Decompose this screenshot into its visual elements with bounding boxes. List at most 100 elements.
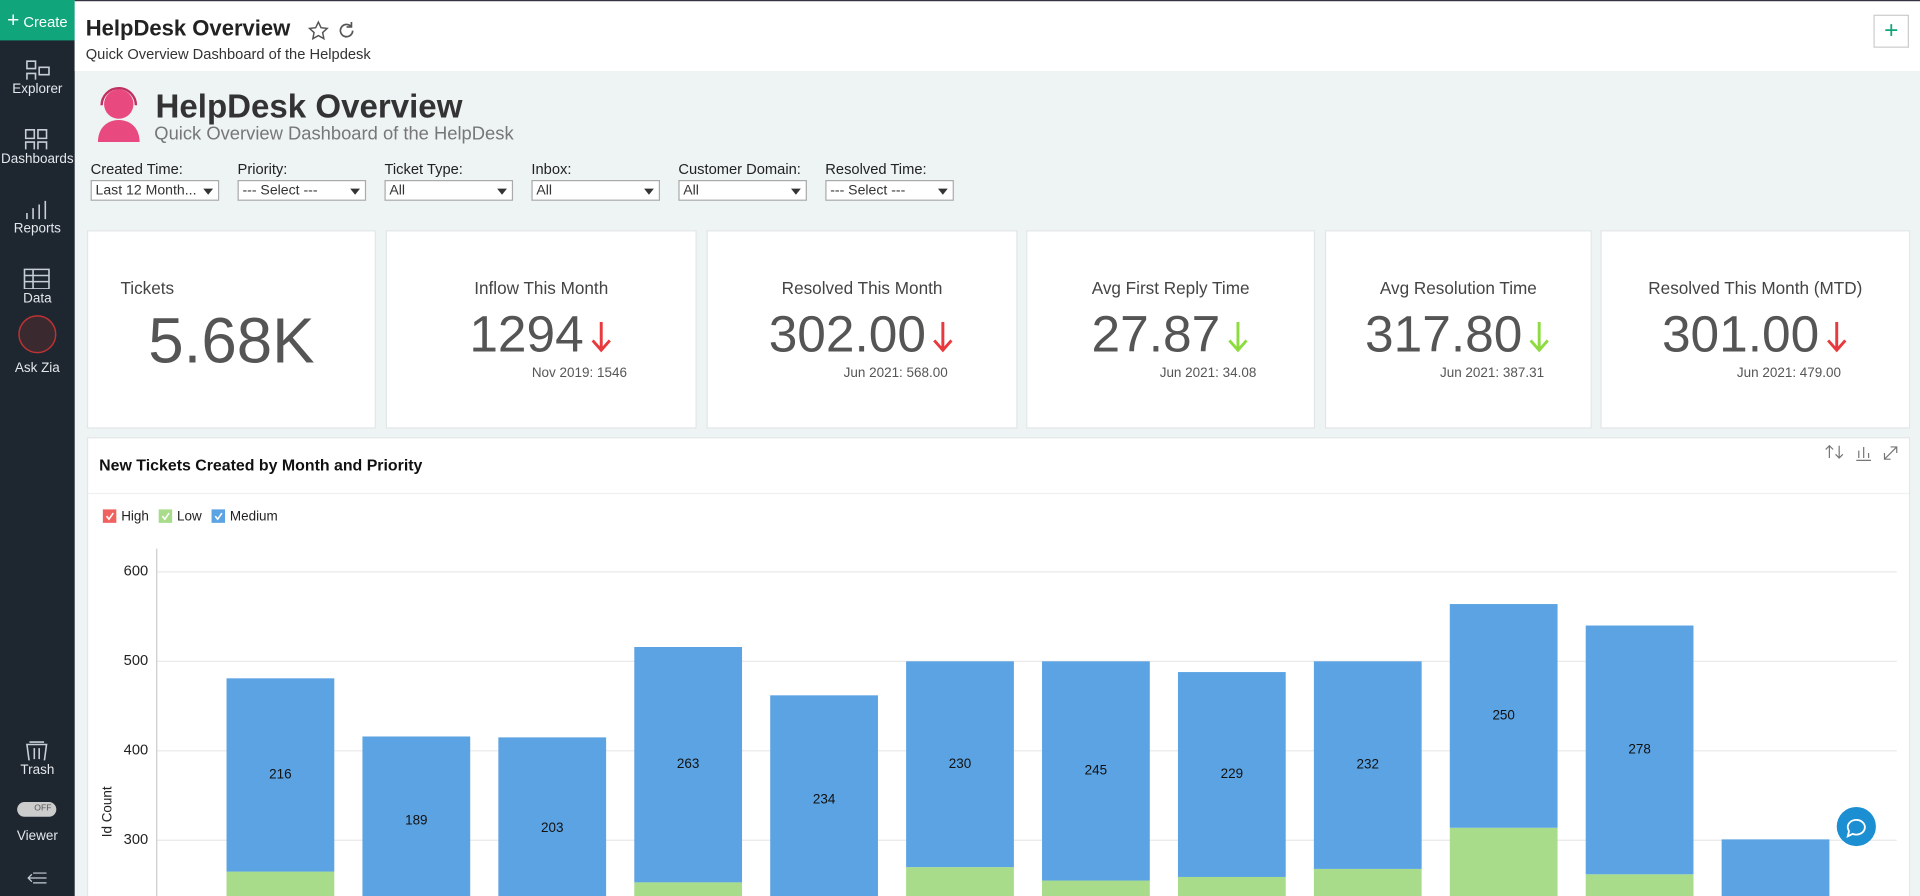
nav-label: Dashboards xyxy=(1,151,74,167)
nav-icon xyxy=(26,741,48,761)
filter-select[interactable]: --- Select --- xyxy=(825,180,954,201)
nav-icon xyxy=(23,268,50,289)
bar-segment xyxy=(1449,827,1558,896)
nav-item[interactable]: Dashboards xyxy=(0,100,75,169)
nav-label: Ask Zia xyxy=(14,361,60,376)
kpi-card: Inflow This Month 1294 Nov 2019: 1546 xyxy=(385,230,697,429)
icon-shape xyxy=(26,200,47,220)
bar-segment xyxy=(1721,839,1830,896)
kpi-title: Tickets xyxy=(120,277,175,298)
filter-label: Customer Domain: xyxy=(678,160,801,178)
arrow-shape xyxy=(1529,322,1550,353)
chart-title: New Tickets Created by Month and Priorit… xyxy=(99,458,422,475)
arrow-shape xyxy=(1227,322,1248,353)
filter-label: Ticket Type: xyxy=(384,160,463,178)
data-label: 189 xyxy=(405,813,427,828)
header-icons[interactable] xyxy=(307,20,356,42)
legend-check xyxy=(214,512,223,521)
nav-item[interactable]: Data xyxy=(0,240,75,309)
nav-icon xyxy=(24,129,48,150)
nav-item[interactable]: Reports xyxy=(0,170,75,239)
kpi-value: 1294 xyxy=(387,305,696,364)
filter-select[interactable]: All xyxy=(678,180,807,201)
data-label: 263 xyxy=(677,756,699,771)
nav-label: Explorer xyxy=(12,82,63,97)
y-tick-label: 600 xyxy=(124,564,149,580)
viewer-toggle[interactable]: OFF xyxy=(17,802,57,817)
legend-item[interactable]: High xyxy=(102,508,149,523)
collapse-icon[interactable] xyxy=(0,869,75,886)
kpi-title: Inflow This Month xyxy=(474,277,609,298)
nav-item[interactable]: OFF Viewer xyxy=(0,778,75,847)
kpi-title: Avg Resolution Time xyxy=(1379,277,1537,298)
data-label: 216 xyxy=(269,767,291,782)
trend-arrow xyxy=(591,322,611,353)
bar-segment xyxy=(226,871,335,896)
filter-select[interactable]: --- Select --- xyxy=(237,180,367,201)
kpi-card: Resolved This Month (MTD) 301.00 Jun 2021:… xyxy=(1600,230,1911,429)
kpi-card: Avg Resolution Time 317.80 Jun 2021: 387.3… xyxy=(1324,230,1592,429)
kpi-comparison: Jun 2021: 479.00 xyxy=(1736,366,1842,381)
bar-segment xyxy=(1042,880,1150,896)
kpi-value: 27.87 xyxy=(1027,305,1314,364)
nav-item[interactable]: Explorer xyxy=(0,31,75,100)
y-tick-label: 500 xyxy=(124,653,149,669)
chat-button[interactable] xyxy=(1836,806,1878,848)
kpi-title: Resolved This Month xyxy=(781,277,943,298)
bar-segment xyxy=(1177,876,1286,896)
create-button[interactable]: + Create xyxy=(0,0,75,41)
arrow-shape xyxy=(591,322,611,353)
kpi-value-text: 1294 xyxy=(469,304,584,363)
filter-select[interactable]: Last 12 Month... xyxy=(90,180,220,201)
data-label: 229 xyxy=(1221,766,1243,781)
kpi-title: Resolved This Month (MTD) xyxy=(1648,277,1863,298)
nav-item[interactable]: Trash xyxy=(0,711,75,780)
bar-segment xyxy=(1449,604,1558,828)
bar-segment xyxy=(634,882,743,896)
icon-shape xyxy=(26,60,50,80)
kpi-value: 302.00 xyxy=(708,305,1017,364)
legend-item[interactable]: Low xyxy=(158,508,202,523)
legend-label: High xyxy=(121,508,149,523)
legend-swatch xyxy=(102,509,117,523)
filter-select[interactable]: All xyxy=(384,180,514,201)
y-tick-label: 300 xyxy=(124,832,149,848)
kpi-value: 317.80 xyxy=(1326,305,1590,364)
nav-icon xyxy=(26,60,50,80)
bar-segment xyxy=(770,695,878,896)
nav-item[interactable]: Ask Zia xyxy=(0,310,75,379)
banner-icon xyxy=(97,86,140,143)
legend-label: Low xyxy=(177,508,202,523)
y-tick-label: 400 xyxy=(124,743,149,759)
kpi-card: Tickets 5.68K xyxy=(86,230,376,429)
arrow-shape xyxy=(1826,322,1847,353)
sidebar: + Create Explorer Dashboards Reports Data As… xyxy=(0,0,75,896)
bar-segment xyxy=(1585,625,1694,875)
filter-label: Priority: xyxy=(237,160,288,178)
icon-shape xyxy=(26,741,48,761)
data-label: 234 xyxy=(813,792,836,807)
y-axis-label: Id Count xyxy=(99,786,114,837)
zia-ring xyxy=(18,315,57,354)
bar-segment xyxy=(226,678,335,872)
data-label: 278 xyxy=(1628,741,1650,756)
nav-label: Data xyxy=(23,291,52,307)
legend-check xyxy=(105,512,114,521)
nav-icon xyxy=(26,200,47,220)
add-button[interactable]: + xyxy=(1873,14,1909,48)
header: HelpDesk Overview Quick Overview Dashboa… xyxy=(74,0,1920,72)
data-label: 230 xyxy=(949,756,971,771)
filter-select[interactable]: All xyxy=(531,180,661,201)
legend-item[interactable]: Medium xyxy=(211,508,278,523)
bar-segment xyxy=(1177,672,1286,877)
kpi-value: 5.68K xyxy=(88,305,375,378)
trend-arrow xyxy=(1529,322,1550,353)
chart-tools[interactable] xyxy=(1825,444,1898,462)
chart: New Tickets Created by Month and Priorit… xyxy=(88,444,1909,896)
nav-icon xyxy=(18,315,57,354)
kpi-value-text: 5.68K xyxy=(148,306,315,378)
filter-label: Inbox: xyxy=(531,160,572,178)
kpi-comparison: Jun 2021: 387.31 xyxy=(1439,366,1545,381)
header-subtitle: Quick Overview Dashboard of the Helpdesk xyxy=(85,45,371,63)
